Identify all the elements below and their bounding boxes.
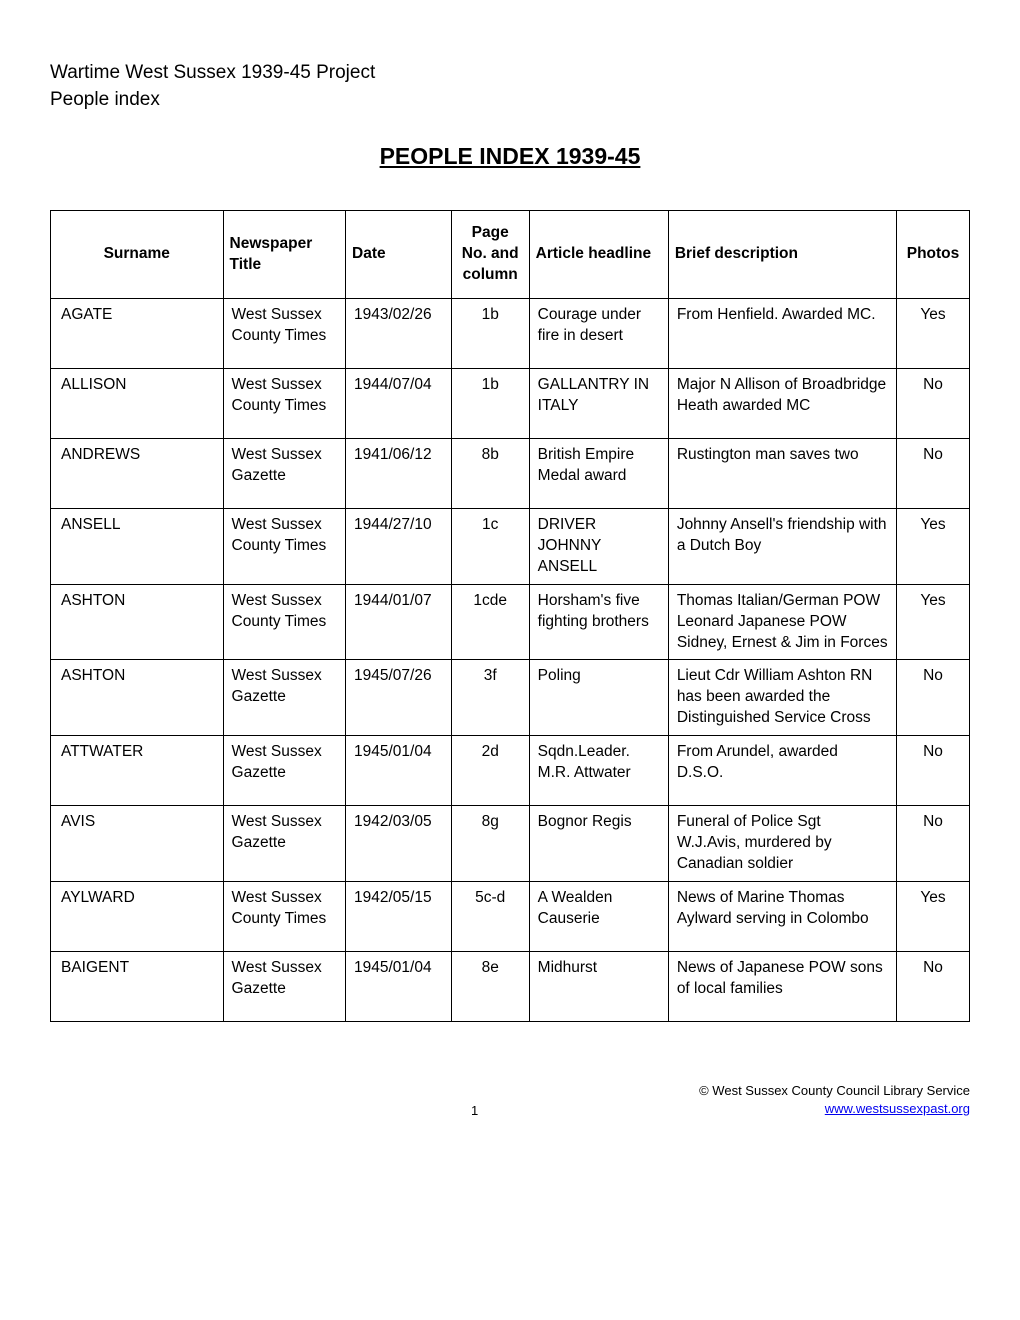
cell-surname: ASHTON bbox=[51, 660, 224, 736]
cell-surname: AGATE bbox=[51, 298, 224, 368]
cell-newspaper: West Sussex Gazette bbox=[223, 736, 345, 806]
page-number: 1 bbox=[250, 1103, 699, 1118]
column-header-photos: Photos bbox=[897, 211, 970, 299]
cell-surname: ALLISON bbox=[51, 368, 224, 438]
table-row: BAIGENTWest Sussex Gazette1945/01/048eMi… bbox=[51, 952, 970, 1022]
cell-newspaper: West Sussex County Times bbox=[223, 298, 345, 368]
cell-page: 8g bbox=[451, 806, 529, 882]
table-row: AYLWARDWest Sussex County Times1942/05/1… bbox=[51, 882, 970, 952]
cell-newspaper: West Sussex County Times bbox=[223, 584, 345, 660]
cell-surname: AVIS bbox=[51, 806, 224, 882]
table-row: ALLISONWest Sussex County Times1944/07/0… bbox=[51, 368, 970, 438]
column-header-page: Page No. and column bbox=[451, 211, 529, 299]
index-name: People index bbox=[50, 87, 970, 114]
cell-photos: Yes bbox=[897, 882, 970, 952]
cell-date: 1945/01/04 bbox=[346, 952, 452, 1022]
column-header-newspaper: Newspaper Title bbox=[223, 211, 345, 299]
table-row: ANDREWSWest Sussex Gazette1941/06/128bBr… bbox=[51, 438, 970, 508]
cell-photos: No bbox=[897, 736, 970, 806]
cell-surname: ANSELL bbox=[51, 508, 224, 584]
table-header-row: Surname Newspaper Title Date Page No. an… bbox=[51, 211, 970, 299]
cell-description: Johnny Ansell's friendship with a Dutch … bbox=[668, 508, 896, 584]
table-row: ATTWATERWest Sussex Gazette1945/01/042dS… bbox=[51, 736, 970, 806]
table-row: ASHTONWest Sussex Gazette1945/07/263fPol… bbox=[51, 660, 970, 736]
cell-page: 3f bbox=[451, 660, 529, 736]
cell-page: 2d bbox=[451, 736, 529, 806]
cell-date: 1942/03/05 bbox=[346, 806, 452, 882]
table-row: ASHTONWest Sussex County Times1944/01/07… bbox=[51, 584, 970, 660]
cell-newspaper: West Sussex Gazette bbox=[223, 438, 345, 508]
cell-photos: No bbox=[897, 438, 970, 508]
cell-photos: No bbox=[897, 368, 970, 438]
cell-newspaper: West Sussex Gazette bbox=[223, 952, 345, 1022]
cell-description: Major N Allison of Broadbridge Heath awa… bbox=[668, 368, 896, 438]
cell-surname: ASHTON bbox=[51, 584, 224, 660]
column-header-description: Brief description bbox=[668, 211, 896, 299]
cell-page: 1b bbox=[451, 368, 529, 438]
cell-newspaper: West Sussex County Times bbox=[223, 882, 345, 952]
cell-photos: No bbox=[897, 952, 970, 1022]
column-header-surname: Surname bbox=[51, 211, 224, 299]
cell-surname: ANDREWS bbox=[51, 438, 224, 508]
cell-surname: BAIGENT bbox=[51, 952, 224, 1022]
cell-headline: Courage under fire in desert bbox=[529, 298, 668, 368]
cell-description: Funeral of Police Sgt W.J.Avis, murdered… bbox=[668, 806, 896, 882]
cell-surname: ATTWATER bbox=[51, 736, 224, 806]
cell-date: 1945/01/04 bbox=[346, 736, 452, 806]
column-header-date: Date bbox=[346, 211, 452, 299]
cell-photos: No bbox=[897, 806, 970, 882]
cell-page: 1c bbox=[451, 508, 529, 584]
cell-headline: Horsham's five fighting brothers bbox=[529, 584, 668, 660]
cell-description: Lieut Cdr William Ashton RN has been awa… bbox=[668, 660, 896, 736]
footer-link[interactable]: www.westsussexpast.org bbox=[825, 1101, 970, 1116]
cell-description: Rustington man saves two bbox=[668, 438, 896, 508]
cell-headline: Bognor Regis bbox=[529, 806, 668, 882]
page-footer: 1 © West Sussex County Council Library S… bbox=[50, 1082, 970, 1118]
page-title: PEOPLE INDEX 1939-45 bbox=[50, 143, 970, 170]
cell-description: From Arundel, awarded D.S.O. bbox=[668, 736, 896, 806]
project-title: Wartime West Sussex 1939-45 Project bbox=[50, 60, 970, 87]
cell-description: Thomas Italian/German POW Leonard Japane… bbox=[668, 584, 896, 660]
cell-headline: British Empire Medal award bbox=[529, 438, 668, 508]
cell-description: From Henfield. Awarded MC. bbox=[668, 298, 896, 368]
cell-photos: Yes bbox=[897, 508, 970, 584]
cell-headline: Poling bbox=[529, 660, 668, 736]
cell-photos: Yes bbox=[897, 584, 970, 660]
table-row: AVISWest Sussex Gazette1942/03/058gBogno… bbox=[51, 806, 970, 882]
cell-newspaper: West Sussex County Times bbox=[223, 508, 345, 584]
cell-date: 1944/01/07 bbox=[346, 584, 452, 660]
cell-page: 1cde bbox=[451, 584, 529, 660]
cell-page: 1b bbox=[451, 298, 529, 368]
cell-headline: DRIVER JOHNNY ANSELL bbox=[529, 508, 668, 584]
cell-headline: GALLANTRY IN ITALY bbox=[529, 368, 668, 438]
cell-date: 1941/06/12 bbox=[346, 438, 452, 508]
column-header-headline: Article headline bbox=[529, 211, 668, 299]
copyright-text: © West Sussex County Council Library Ser… bbox=[699, 1082, 970, 1100]
people-index-table: Surname Newspaper Title Date Page No. an… bbox=[50, 210, 970, 1022]
cell-date: 1943/02/26 bbox=[346, 298, 452, 368]
cell-date: 1944/07/04 bbox=[346, 368, 452, 438]
cell-date: 1944/27/10 bbox=[346, 508, 452, 584]
cell-photos: Yes bbox=[897, 298, 970, 368]
cell-page: 5c-d bbox=[451, 882, 529, 952]
document-header: Wartime West Sussex 1939-45 Project Peop… bbox=[50, 60, 970, 113]
cell-surname: AYLWARD bbox=[51, 882, 224, 952]
cell-description: News of Japanese POW sons of local famil… bbox=[668, 952, 896, 1022]
cell-page: 8b bbox=[451, 438, 529, 508]
cell-photos: No bbox=[897, 660, 970, 736]
cell-newspaper: West Sussex Gazette bbox=[223, 660, 345, 736]
cell-newspaper: West Sussex County Times bbox=[223, 368, 345, 438]
cell-date: 1945/07/26 bbox=[346, 660, 452, 736]
table-row: AGATEWest Sussex County Times1943/02/261… bbox=[51, 298, 970, 368]
cell-page: 8e bbox=[451, 952, 529, 1022]
cell-newspaper: West Sussex Gazette bbox=[223, 806, 345, 882]
cell-headline: A Wealden Causerie bbox=[529, 882, 668, 952]
cell-headline: Midhurst bbox=[529, 952, 668, 1022]
table-row: ANSELLWest Sussex County Times1944/27/10… bbox=[51, 508, 970, 584]
cell-description: News of Marine Thomas Aylward serving in… bbox=[668, 882, 896, 952]
cell-date: 1942/05/15 bbox=[346, 882, 452, 952]
cell-headline: Sqdn.Leader. M.R. Attwater bbox=[529, 736, 668, 806]
